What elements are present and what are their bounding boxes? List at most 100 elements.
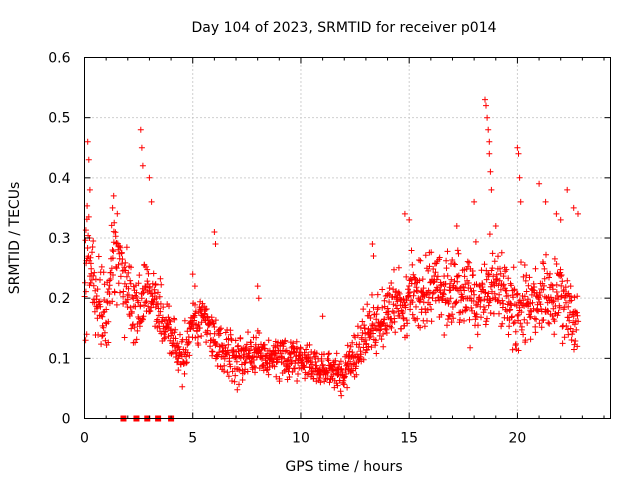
data-point: [372, 339, 379, 346]
data-point: [214, 363, 221, 369]
data-point: [247, 347, 253, 354]
data-point: [449, 257, 456, 263]
x-tick-label: 15: [400, 431, 418, 447]
data-point: [507, 306, 514, 313]
data-point: [175, 355, 182, 362]
data-point: [354, 332, 361, 339]
data-point: [404, 320, 411, 327]
data-point: [468, 304, 475, 311]
data-point: [409, 261, 416, 268]
data-point: [211, 330, 218, 337]
data-point: [553, 289, 560, 295]
data-point: [430, 266, 437, 272]
data-point: [227, 363, 234, 370]
data-point: [384, 322, 391, 329]
spike-point: [319, 313, 326, 320]
data-point: [451, 278, 458, 285]
data-point: [564, 277, 571, 284]
spike-point: [191, 283, 198, 290]
data-point: [383, 330, 390, 336]
data-point: [105, 339, 112, 346]
data-point: [490, 273, 497, 280]
data-point: [120, 293, 127, 300]
data-point: [158, 281, 165, 288]
data-point: [503, 287, 510, 294]
data-point: [289, 369, 296, 375]
data-point: [151, 286, 158, 293]
data-point: [512, 340, 519, 347]
data-point: [133, 336, 140, 343]
data-point: [94, 286, 101, 293]
spike-point: [84, 138, 91, 145]
data-point: [87, 280, 94, 286]
data-point: [183, 359, 190, 366]
data-point: [95, 253, 102, 260]
data-point: [115, 280, 122, 287]
data-point: [500, 300, 507, 307]
data-point: [436, 254, 443, 261]
data-point: [110, 248, 117, 255]
data-point: [172, 326, 179, 333]
tick-label-layer: 0 0.1 0.2 0.3 0.4 0.5 0.6 0 5 10 15 20: [48, 51, 526, 447]
data-point: [365, 343, 372, 350]
data-point: [404, 332, 410, 339]
data-point: [470, 272, 477, 278]
data-point: [446, 298, 452, 305]
data-point: [566, 317, 573, 324]
spike-point: [483, 102, 489, 109]
data-point: [563, 299, 569, 306]
data-point: [276, 375, 283, 382]
data-point: [157, 275, 164, 282]
data-point: [448, 319, 455, 326]
data-point: [109, 255, 116, 262]
data-point: [481, 261, 488, 268]
data-point: [496, 310, 502, 317]
data-point: [453, 299, 460, 306]
data-point: [144, 278, 151, 285]
data-point: [532, 323, 539, 330]
data-point: [496, 291, 503, 298]
data-point: [246, 355, 253, 362]
spike-point: [488, 186, 495, 193]
data-point: [536, 320, 543, 327]
data-point: [388, 280, 395, 286]
data-point: [89, 249, 95, 256]
spike-point: [492, 223, 499, 229]
data-point: [517, 320, 524, 327]
data-point: [405, 290, 412, 297]
data-point: [551, 331, 558, 338]
spike-point: [369, 241, 376, 247]
data-point: [248, 343, 255, 350]
data-point: [409, 299, 416, 306]
data-point: [449, 304, 456, 310]
data-point: [90, 272, 97, 279]
data-point: [530, 305, 537, 312]
data-point: [467, 285, 474, 292]
data-point: [128, 264, 134, 271]
data-point: [181, 370, 188, 377]
data-point: [451, 260, 457, 267]
data-point: [447, 280, 454, 287]
data-point: [550, 298, 557, 305]
data-point: [290, 340, 297, 347]
data-point: [124, 304, 131, 310]
data-point: [124, 296, 131, 303]
data-point: [457, 316, 463, 323]
data-point: [551, 318, 558, 325]
data-point: [195, 342, 202, 348]
data-point: [171, 316, 178, 323]
data-point: [380, 331, 387, 337]
data-point: [531, 284, 538, 290]
spike-point: [211, 229, 218, 235]
data-point: [491, 258, 498, 265]
data-point: [282, 337, 289, 344]
data-point: [571, 294, 578, 301]
data-point: [183, 353, 190, 360]
data-point: [156, 293, 163, 300]
data-point: [125, 269, 132, 276]
data-point: [92, 276, 99, 283]
data-point: [474, 301, 481, 308]
data-point: [574, 312, 581, 319]
data-point: [293, 338, 300, 345]
data-point: [447, 295, 454, 302]
